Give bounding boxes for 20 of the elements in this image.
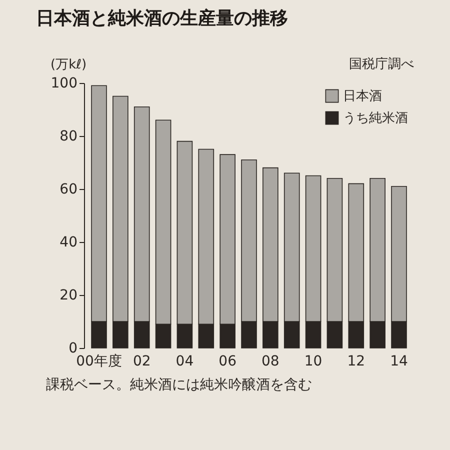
x-tick-label: 10 (304, 354, 322, 370)
legend-label: うち純米酒 (343, 111, 408, 126)
x-tick-label: 06 (218, 354, 237, 370)
x-tick-label: 00年度 (76, 354, 122, 370)
y-axis-title: (万kℓ) (50, 58, 87, 72)
y-tick-label: 40 (60, 234, 78, 250)
chart-title: 日本酒と純米酒の生産量の推移 (36, 8, 288, 29)
x-tick-label: 12 (347, 354, 366, 370)
legend-label: 日本酒 (343, 89, 382, 104)
x-tick-label: 02 (132, 354, 151, 370)
x-tick-label: 08 (262, 354, 280, 370)
y-tick-label: 0 (68, 340, 78, 356)
text: 国税庁調べ (349, 56, 414, 72)
y-tick-label: 20 (60, 288, 78, 304)
y-tick-label: 60 (60, 182, 78, 198)
x-tick-label: 04 (176, 354, 194, 370)
text: 課税ベース。純米酒には純米吟醸酒を含む (46, 377, 312, 393)
y-tick-label: 80 (60, 128, 78, 144)
y-tick-label: 100 (50, 76, 78, 92)
x-tick-label: 14 (390, 354, 408, 370)
